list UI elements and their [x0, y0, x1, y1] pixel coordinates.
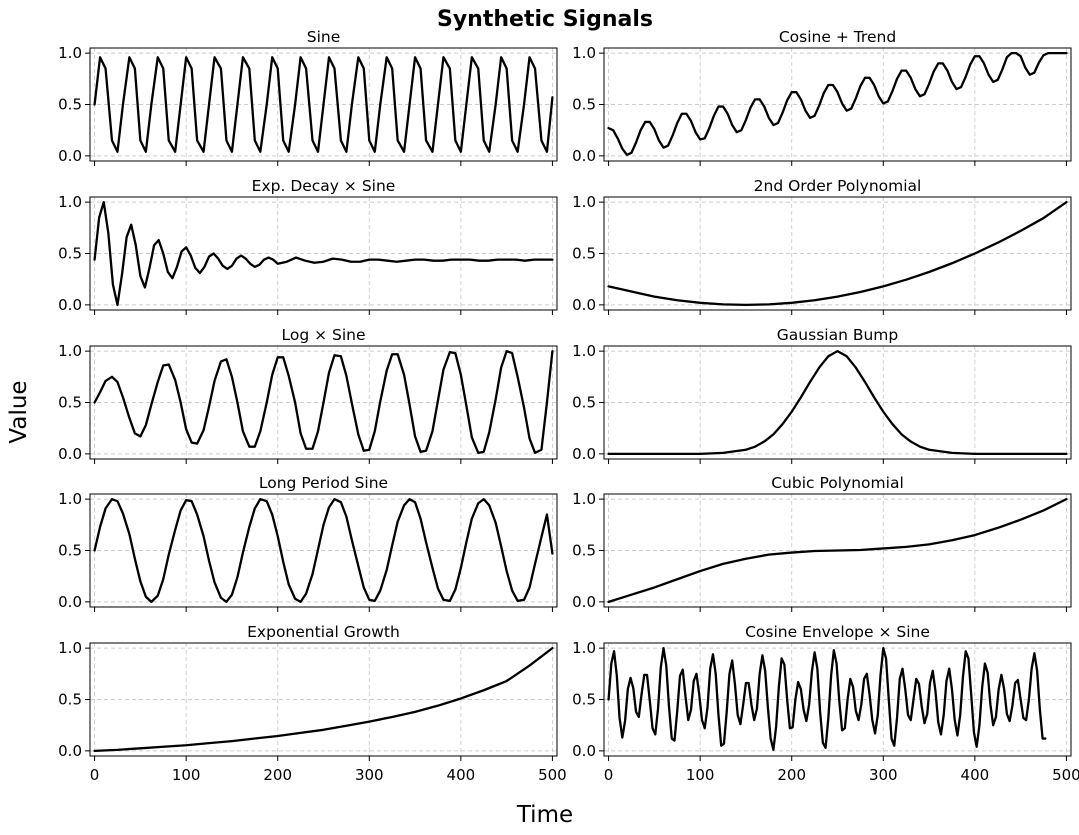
y-tick-label: 1.0 [58, 44, 82, 62]
x-tick-label: 200 [263, 766, 292, 784]
series-line [93, 56, 554, 153]
x-tick-label: 0 [90, 766, 100, 784]
x-tick-label: 100 [686, 766, 715, 784]
subplot-title: 2nd Order Polynomial [754, 177, 922, 195]
y-tick-label: 1.0 [572, 193, 596, 211]
subplot-9: Exponential Growth 0.0 0.5 1.0 0 100 200 300 400… [58, 623, 567, 784]
y-tick-label: 0.0 [572, 296, 596, 314]
series-line [93, 497, 554, 604]
x-tick-label: 200 [777, 766, 806, 784]
y-tick-label: 0.0 [572, 593, 596, 611]
series-line [607, 200, 1068, 307]
series-line [607, 497, 1068, 604]
x-tick-label: 100 [172, 766, 201, 784]
y-tick-label: 0.5 [58, 691, 82, 709]
y-axis-label: Value [6, 380, 32, 443]
x-axis-label: Time [516, 802, 573, 828]
x-tick-label: 300 [869, 766, 898, 784]
x-tick-label: 500 [538, 766, 567, 784]
y-tick-label: 0.5 [572, 96, 596, 114]
y-tick-label: 0.0 [58, 593, 82, 611]
y-tick-label: 0.5 [572, 542, 596, 560]
y-tick-label: 0.0 [572, 147, 596, 165]
y-tick-label: 0.5 [572, 245, 596, 263]
y-tick-label: 0.5 [58, 245, 82, 263]
subplot-5: Log × Sine 0.0 0.5 1.0 [58, 326, 558, 464]
y-tick-label: 0.5 [58, 96, 82, 114]
subplot-10: Cosine Envelope × Sine 0.0 0.5 1.0 0 100 200 30… [572, 623, 1079, 784]
subplot-6: Gaussian Bump 0.0 0.5 1.0 [572, 326, 1072, 464]
subplot-title: Exponential Growth [247, 623, 400, 641]
x-tick-label: 300 [355, 766, 384, 784]
subplot-title: Long Period Sine [259, 474, 388, 492]
subplot-1: Sine 0.0 0.5 1.0 [58, 28, 558, 166]
y-tick-label: 1.0 [58, 490, 82, 508]
y-tick-label: 0.5 [58, 542, 82, 560]
y-tick-label: 0.0 [572, 742, 596, 760]
y-tick-label: 1.0 [58, 193, 82, 211]
x-tick-label: 500 [1052, 766, 1079, 784]
series-line [607, 646, 1047, 751]
y-tick-label: 0.0 [58, 445, 82, 463]
subplot-title: Log × Sine [281, 326, 365, 344]
y-tick-label: 1.0 [572, 639, 596, 657]
subplot-title: Cosine + Trend [779, 28, 896, 46]
series-line [93, 200, 554, 307]
figure-title: Synthetic Signals [437, 7, 653, 32]
y-tick-label: 0.0 [572, 445, 596, 463]
series-line [607, 51, 1068, 156]
subplot-title: Sine [307, 28, 341, 46]
subplot-2: Cosine + Trend 0.0 0.5 1.0 [572, 28, 1072, 166]
x-tick-label: 0 [604, 766, 614, 784]
subplot-title: Cubic Polynomial [771, 474, 904, 492]
subplot-title: Cosine Envelope × Sine [745, 623, 930, 641]
series-line [93, 349, 554, 454]
series-line [607, 349, 1068, 456]
y-tick-label: 1.0 [58, 342, 82, 360]
y-tick-label: 0.0 [58, 742, 82, 760]
subplot-title: Exp. Decay × Sine [252, 177, 396, 195]
y-tick-label: 1.0 [572, 490, 596, 508]
series-line [93, 646, 554, 753]
subplot-title: Gaussian Bump [777, 326, 898, 344]
y-tick-label: 0.0 [58, 296, 82, 314]
y-tick-label: 0.5 [572, 691, 596, 709]
subplot-7: Long Period Sine 0.0 0.5 1.0 [58, 474, 558, 612]
y-tick-label: 0.5 [58, 394, 82, 412]
y-tick-label: 1.0 [572, 44, 596, 62]
y-tick-label: 1.0 [572, 342, 596, 360]
y-tick-label: 1.0 [58, 639, 82, 657]
subplot-8: Cubic Polynomial 0.0 0.5 1.0 [572, 474, 1072, 612]
subplot-3: Exp. Decay × Sine 0.0 0.5 1.0 [58, 177, 558, 315]
x-tick-label: 400 [961, 766, 990, 784]
y-tick-label: 0.5 [572, 394, 596, 412]
subplot-4: 2nd Order Polynomial 0.0 0.5 1.0 [572, 177, 1072, 315]
x-tick-label: 400 [447, 766, 476, 784]
y-tick-label: 0.0 [58, 147, 82, 165]
